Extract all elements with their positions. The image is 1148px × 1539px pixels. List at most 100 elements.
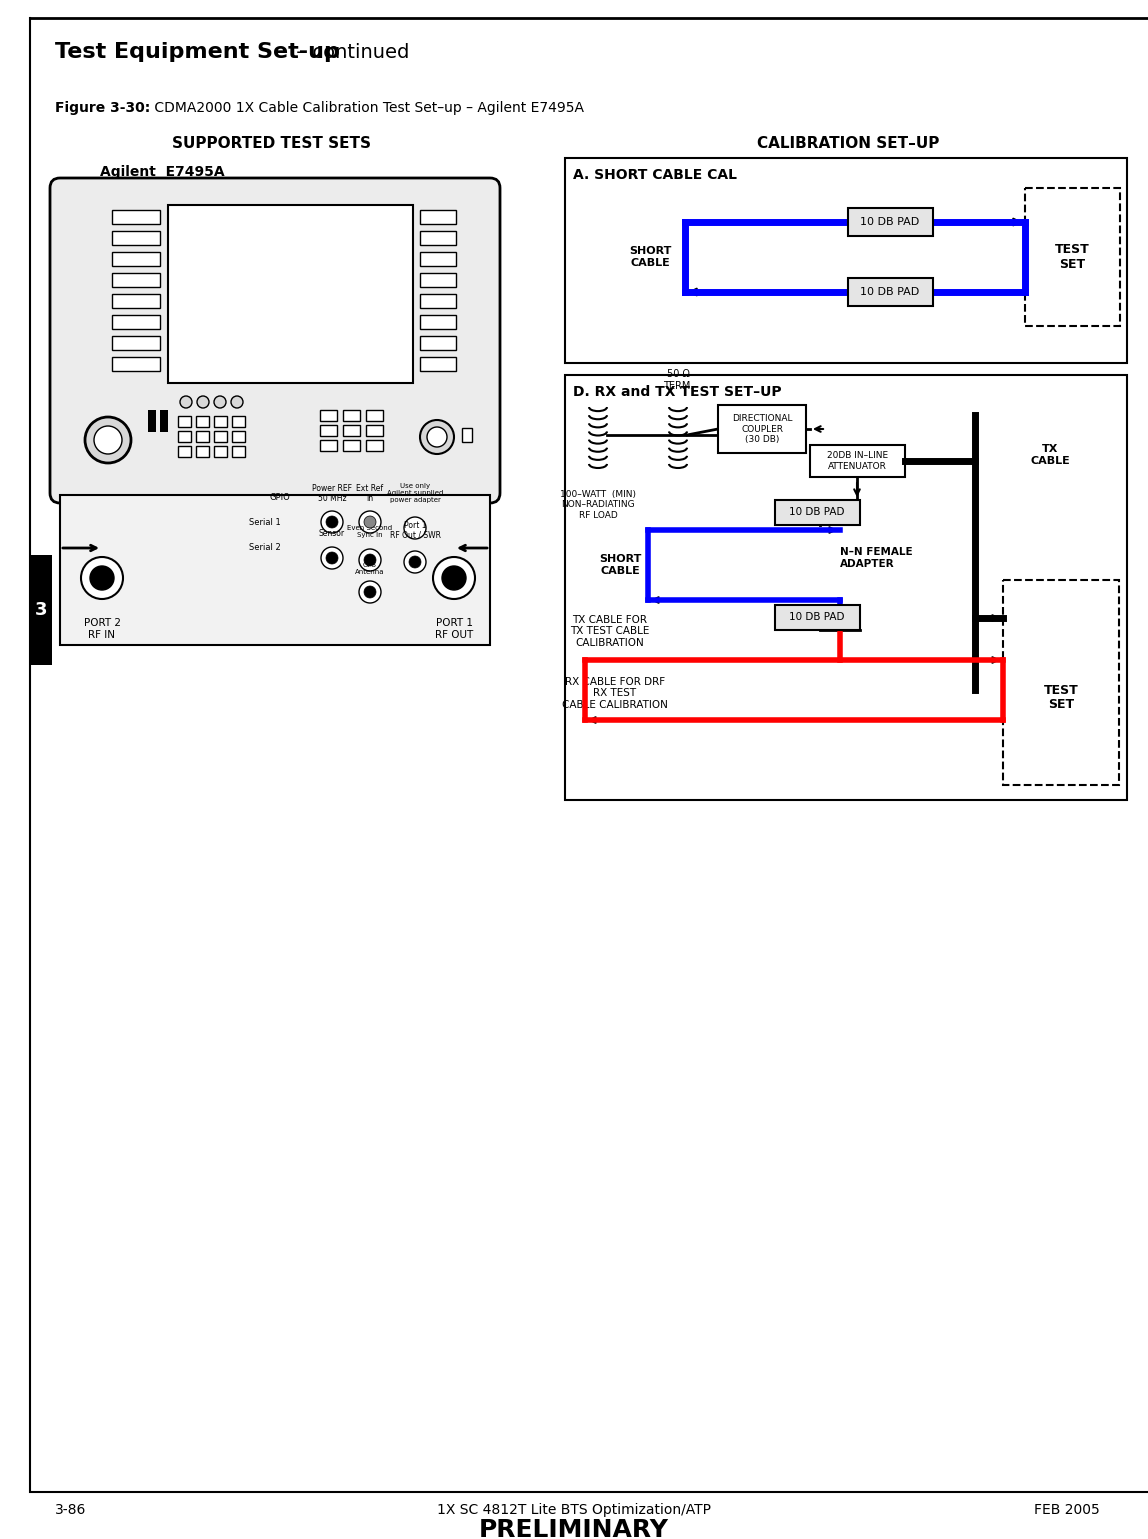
FancyBboxPatch shape: [848, 208, 933, 235]
Text: PORT 2
RF IN: PORT 2 RF IN: [84, 619, 121, 640]
FancyBboxPatch shape: [214, 416, 227, 426]
FancyBboxPatch shape: [232, 446, 245, 457]
Text: Sensor: Sensor: [319, 529, 346, 539]
FancyBboxPatch shape: [461, 428, 472, 442]
Text: D. RX and TX TEST SET–UP: D. RX and TX TEST SET–UP: [573, 385, 782, 399]
Text: A. SHORT CABLE CAL: A. SHORT CABLE CAL: [573, 168, 737, 182]
FancyBboxPatch shape: [420, 272, 456, 286]
Text: Power REF
50 MHz: Power REF 50 MHz: [312, 483, 352, 503]
Circle shape: [326, 516, 338, 528]
Text: CALIBRATION SET–UP: CALIBRATION SET–UP: [757, 135, 939, 151]
Text: 100–WATT  (MIN)
NON–RADIATING
RF LOAD: 100–WATT (MIN) NON–RADIATING RF LOAD: [560, 489, 636, 520]
FancyBboxPatch shape: [565, 376, 1127, 800]
Text: 1X SC 4812T Lite BTS Optimization/ATP: 1X SC 4812T Lite BTS Optimization/ATP: [437, 1504, 711, 1517]
FancyBboxPatch shape: [178, 446, 191, 457]
Circle shape: [404, 551, 426, 573]
Text: 3: 3: [34, 602, 47, 619]
Text: N–N FEMALE
ADAPTER: N–N FEMALE ADAPTER: [840, 548, 913, 569]
Circle shape: [94, 426, 122, 454]
Text: 10 DB PAD: 10 DB PAD: [790, 613, 845, 622]
FancyBboxPatch shape: [214, 431, 227, 442]
Text: PORT 1
RF OUT: PORT 1 RF OUT: [435, 619, 473, 640]
FancyBboxPatch shape: [420, 357, 456, 371]
FancyBboxPatch shape: [420, 315, 456, 329]
Circle shape: [364, 516, 377, 528]
Circle shape: [420, 420, 453, 454]
Polygon shape: [238, 557, 288, 576]
Circle shape: [427, 426, 447, 446]
FancyBboxPatch shape: [113, 209, 160, 225]
Circle shape: [321, 511, 343, 532]
Text: Ext Ref
In: Ext Ref In: [356, 483, 383, 503]
FancyBboxPatch shape: [51, 179, 501, 503]
Text: Even Second
Sync In: Even Second Sync In: [348, 525, 393, 539]
FancyBboxPatch shape: [366, 440, 383, 451]
FancyBboxPatch shape: [196, 446, 209, 457]
FancyBboxPatch shape: [848, 279, 933, 306]
Text: SUPPORTED TEST SETS: SUPPORTED TEST SETS: [172, 135, 372, 151]
Text: Figure 3-30:: Figure 3-30:: [55, 102, 150, 115]
FancyBboxPatch shape: [60, 496, 490, 645]
Text: 50 Ω
TERM.: 50 Ω TERM.: [662, 369, 693, 391]
Text: 3-86: 3-86: [55, 1504, 86, 1517]
Text: RX CABLE FOR DRF
RX TEST
CABLE CALIBRATION: RX CABLE FOR DRF RX TEST CABLE CALIBRATI…: [563, 677, 668, 709]
FancyBboxPatch shape: [420, 231, 456, 245]
FancyBboxPatch shape: [1025, 188, 1120, 326]
Text: 20DB IN–LINE
ATTENUATOR: 20DB IN–LINE ATTENUATOR: [827, 451, 889, 471]
FancyBboxPatch shape: [718, 405, 806, 452]
Text: Test Equipment Set-up: Test Equipment Set-up: [55, 42, 340, 62]
Circle shape: [359, 582, 381, 603]
Text: TX
CABLE: TX CABLE: [1030, 445, 1070, 466]
Text: DIRECTIONAL
COUPLER
(30 DB): DIRECTIONAL COUPLER (30 DB): [731, 414, 792, 443]
FancyBboxPatch shape: [420, 209, 456, 225]
FancyBboxPatch shape: [113, 357, 160, 371]
FancyBboxPatch shape: [1003, 580, 1119, 785]
Text: Agilent  E7495A: Agilent E7495A: [100, 165, 225, 179]
Text: PRELIMINARY: PRELIMINARY: [479, 1517, 669, 1539]
Circle shape: [321, 546, 343, 569]
FancyBboxPatch shape: [420, 336, 456, 349]
Circle shape: [214, 396, 226, 408]
Circle shape: [90, 566, 114, 589]
Text: Port 1
RF Out / SWR: Port 1 RF Out / SWR: [389, 520, 441, 540]
Circle shape: [442, 566, 466, 589]
Circle shape: [359, 511, 381, 532]
Text: TX CABLE FOR
TX TEST CABLE
CALIBRATION: TX CABLE FOR TX TEST CABLE CALIBRATION: [571, 614, 650, 648]
Text: FEB 2005: FEB 2005: [1034, 1504, 1100, 1517]
Circle shape: [231, 396, 243, 408]
FancyBboxPatch shape: [196, 416, 209, 426]
Text: – continued: – continued: [290, 43, 410, 62]
Text: 10 DB PAD: 10 DB PAD: [860, 286, 920, 297]
Text: TEST
SET: TEST SET: [1044, 683, 1078, 711]
FancyBboxPatch shape: [343, 425, 360, 436]
FancyBboxPatch shape: [148, 409, 156, 432]
FancyBboxPatch shape: [113, 231, 160, 245]
Text: Serial 2: Serial 2: [249, 543, 281, 553]
FancyBboxPatch shape: [113, 315, 160, 329]
Circle shape: [82, 557, 123, 599]
Circle shape: [364, 586, 377, 599]
Circle shape: [197, 396, 209, 408]
FancyBboxPatch shape: [214, 446, 227, 457]
Circle shape: [404, 517, 426, 539]
Text: Use only
Agilent supplied
power adapter: Use only Agilent supplied power adapter: [387, 483, 443, 503]
Circle shape: [359, 549, 381, 571]
FancyBboxPatch shape: [565, 159, 1127, 363]
FancyBboxPatch shape: [775, 605, 860, 629]
Text: GPIO: GPIO: [270, 492, 290, 502]
FancyBboxPatch shape: [168, 205, 413, 383]
Circle shape: [364, 554, 377, 566]
Text: TEST
SET: TEST SET: [1055, 243, 1089, 271]
FancyBboxPatch shape: [810, 445, 905, 477]
Text: 10 DB PAD: 10 DB PAD: [860, 217, 920, 226]
FancyBboxPatch shape: [113, 336, 160, 349]
FancyBboxPatch shape: [343, 409, 360, 422]
FancyBboxPatch shape: [343, 440, 360, 451]
FancyBboxPatch shape: [178, 431, 191, 442]
FancyBboxPatch shape: [178, 416, 191, 426]
Text: 10 DB PAD: 10 DB PAD: [790, 506, 845, 517]
FancyBboxPatch shape: [320, 425, 338, 436]
Text: SHORT
CABLE: SHORT CABLE: [599, 554, 642, 576]
Circle shape: [409, 556, 421, 568]
FancyBboxPatch shape: [160, 409, 168, 432]
